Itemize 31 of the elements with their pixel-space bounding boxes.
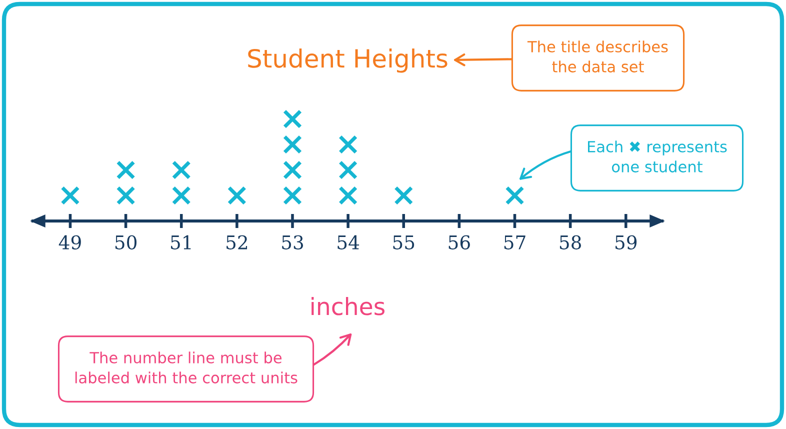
- point: [227, 186, 246, 206]
- x-tick-label: 50: [115, 235, 136, 250]
- x-tick-label: 55: [393, 236, 414, 250]
- x-tick-label: 57: [504, 236, 526, 250]
- point: [172, 160, 191, 180]
- point: [116, 186, 136, 206]
- point: [505, 186, 524, 206]
- text: The number line must be labeled with the correct units: [75, 352, 298, 384]
- point: [116, 160, 136, 180]
- x-tick-label: 53: [282, 235, 304, 250]
- point: [338, 186, 358, 206]
- point: [338, 134, 358, 154]
- x-tick-label: 52: [226, 235, 248, 250]
- point: [60, 186, 80, 206]
- point: [282, 186, 302, 206]
- text: The title describes the data set: [527, 40, 668, 72]
- x-tick-label: 51: [171, 235, 191, 250]
- point: [282, 134, 302, 154]
- x-tick-label: 59: [616, 235, 637, 250]
- x-tick-label: 49: [58, 235, 81, 250]
- x-axis-title: inches: [312, 297, 384, 316]
- point: [172, 186, 191, 206]
- point: [338, 160, 358, 180]
- x-tick-label: 56: [448, 235, 470, 250]
- point: [394, 186, 414, 206]
- chart-title: Student Heights: [248, 48, 448, 73]
- point: [282, 109, 302, 129]
- x-tick-label: 54: [338, 235, 360, 250]
- point: [282, 160, 302, 180]
- x-tick-label: 58: [560, 235, 581, 250]
- annotation: Each ✖ represents one student: [588, 140, 727, 172]
